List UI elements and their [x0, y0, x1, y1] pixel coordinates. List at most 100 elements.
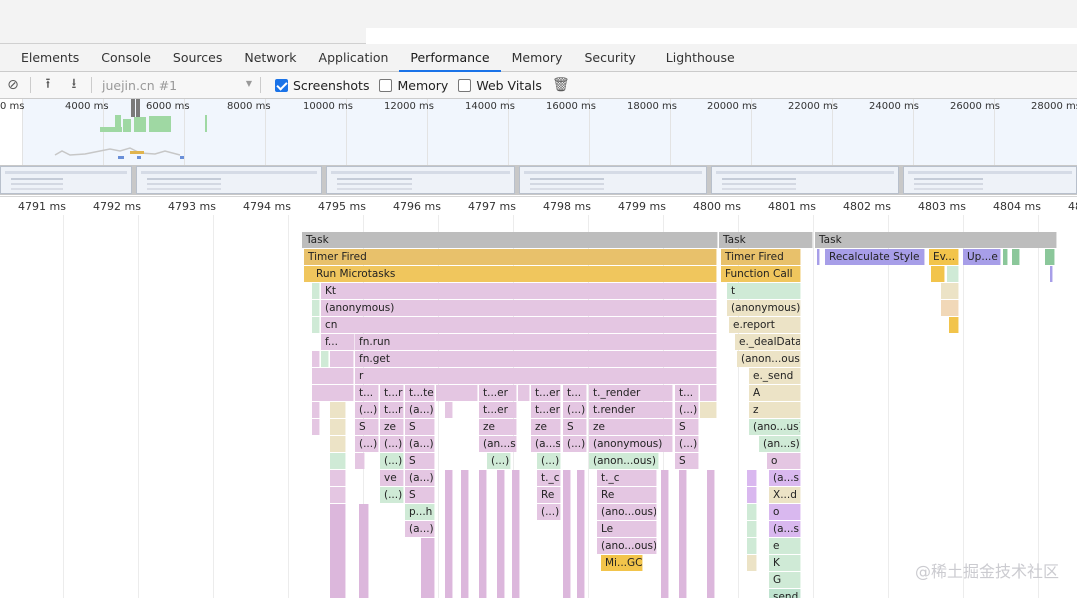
flame-send[interactable]: send [769, 589, 801, 598]
download-icon[interactable]: ⭳ [71, 76, 77, 92]
flame-t-dots[interactable]: t... [563, 385, 587, 401]
flame-paren[interactable]: (...) [380, 487, 404, 503]
flame-ano-ous[interactable]: (ano...ous) [597, 504, 657, 520]
flame-anonymous[interactable]: (anonymous) [321, 300, 717, 316]
checkbox-unchecked[interactable] [458, 78, 472, 92]
flame-a-dots[interactable]: (a...) [405, 436, 435, 452]
flame-bar[interactable] [355, 453, 365, 469]
trash-icon[interactable]: 🗑 [551, 77, 570, 93]
clear-icon[interactable]: ⊘ [7, 77, 19, 93]
flame-t-er[interactable]: t...er [531, 385, 561, 401]
tab-memory[interactable]: Memory [511, 50, 563, 65]
flame-t-r[interactable]: t...r [380, 402, 404, 418]
flame-f[interactable]: f... [321, 334, 355, 350]
flame-t-render[interactable]: t.render [589, 402, 673, 418]
flame-deep-stack[interactable] [461, 470, 469, 598]
flame-bar[interactable] [747, 521, 757, 537]
flame-re[interactable]: Re [597, 487, 657, 503]
tab-security[interactable]: Security [584, 50, 636, 65]
flame-e-dealdata[interactable]: e._dealData [735, 334, 801, 350]
tab-sources[interactable]: Sources [172, 50, 223, 65]
flame-bar[interactable] [941, 300, 959, 316]
flame-bar[interactable] [330, 402, 346, 418]
flame-s[interactable]: S [405, 453, 435, 469]
flame-bar[interactable] [330, 436, 346, 452]
flame-bar[interactable] [330, 351, 354, 367]
flame-a-dots[interactable]: (a...) [405, 470, 435, 486]
flame-bar[interactable] [747, 538, 757, 554]
flame-minor-gc[interactable]: Mi...GC [601, 555, 643, 571]
flame-t-er[interactable]: t...er [479, 385, 517, 401]
flame-bar[interactable] [312, 402, 320, 418]
flame-bar[interactable] [947, 266, 959, 282]
flame-kt[interactable]: Kt [321, 283, 717, 299]
flame-deep-stack[interactable] [661, 470, 669, 598]
flame-bar[interactable] [700, 385, 717, 401]
flame-task[interactable]: Task [302, 232, 718, 248]
flame-deep-stack[interactable] [497, 470, 505, 598]
flame-run-microtasks[interactable]: Run Microtasks [304, 266, 717, 282]
screenshots-checkbox[interactable]: Screenshots [275, 78, 369, 93]
flame-timer-fired[interactable]: Timer Fired [304, 249, 717, 265]
flame-a[interactable]: A [749, 385, 801, 401]
flame-bar[interactable] [747, 470, 757, 486]
flame-bar[interactable] [747, 487, 757, 503]
target-select[interactable]: juejin.cn #1 [96, 78, 256, 93]
flame-re[interactable]: Re [537, 487, 561, 503]
flame-t-te[interactable]: t...te [405, 385, 435, 401]
flame-bar[interactable] [330, 487, 346, 503]
flame-t-dots[interactable]: t... [355, 385, 379, 401]
flame-paren[interactable]: (...) [355, 402, 379, 418]
webvitals-checkbox[interactable]: Web Vitals [458, 78, 542, 93]
flame-bar[interactable] [312, 351, 320, 367]
flame-t-r[interactable]: t...r [380, 385, 404, 401]
flame-event[interactable]: Ev... [929, 249, 959, 265]
flame-bar[interactable] [445, 402, 453, 418]
flame-r[interactable]: r [355, 368, 717, 384]
flame-bar[interactable] [941, 283, 959, 299]
flame-update[interactable]: Up...e [963, 249, 1001, 265]
timeline-overview[interactable]: 0 ms 4000 ms 6000 ms 8000 ms 10000 ms 12000 m… [0, 99, 1077, 197]
flame-ze[interactable]: ze [531, 419, 561, 435]
flame-t-c[interactable]: t._c [537, 470, 561, 486]
flame-t-c[interactable]: t._c [597, 470, 657, 486]
flame-o[interactable]: o [767, 453, 801, 469]
flame-bar[interactable] [747, 555, 757, 571]
flame-bar[interactable] [1050, 266, 1053, 282]
flame-paren[interactable]: (...) [563, 436, 587, 452]
flame-a-s[interactable]: (a...s) [769, 521, 801, 537]
flame-a-dots[interactable]: (a...) [405, 521, 435, 537]
flame-deep-stack[interactable] [679, 470, 687, 598]
flame-deep-stack[interactable] [330, 504, 346, 598]
tab-performance[interactable]: Performance [399, 44, 501, 72]
flame-deep-stack[interactable] [479, 470, 487, 598]
flame-ze[interactable]: ze [479, 419, 517, 435]
flame-green-tick[interactable] [1045, 249, 1055, 265]
flame-timer-fired[interactable]: Timer Fired [721, 249, 801, 265]
flame-bar[interactable] [312, 300, 320, 316]
flame-green-tick[interactable] [1012, 249, 1020, 265]
flame-z[interactable]: z [749, 402, 801, 418]
flame-s[interactable]: S [355, 419, 379, 435]
flame-paren[interactable]: (...) [487, 453, 511, 469]
flame-task[interactable]: Task [815, 232, 1057, 248]
flame-bar[interactable] [312, 283, 320, 299]
flame-bar[interactable] [436, 385, 478, 401]
flame-paren[interactable]: (...) [675, 436, 699, 452]
flame-a-s[interactable]: (a...s) [531, 436, 561, 452]
flame-task[interactable]: Task [719, 232, 813, 248]
flame-purple-tick[interactable] [817, 249, 820, 265]
flame-deep-stack[interactable] [421, 538, 435, 598]
flame-t-render[interactable]: t...er [479, 402, 517, 418]
flame-bar[interactable] [312, 368, 354, 384]
flame-chart[interactable]: Task Task Task Timer Fired Timer Fired R… [0, 215, 1077, 598]
flame-anonymous[interactable]: (anonymous) [589, 436, 673, 452]
flame-paren[interactable]: (...) [380, 436, 404, 452]
memory-checkbox[interactable]: Memory [379, 78, 448, 93]
flame-t[interactable]: t [727, 283, 801, 299]
flame-g[interactable]: G [769, 572, 801, 588]
flame-anonymous[interactable]: (anonymous) [727, 300, 801, 316]
tab-network[interactable]: Network [244, 50, 297, 65]
flame-a-s[interactable]: (a...s) [769, 470, 801, 486]
flame-anon-ous[interactable]: (anon...ous) [737, 351, 801, 367]
